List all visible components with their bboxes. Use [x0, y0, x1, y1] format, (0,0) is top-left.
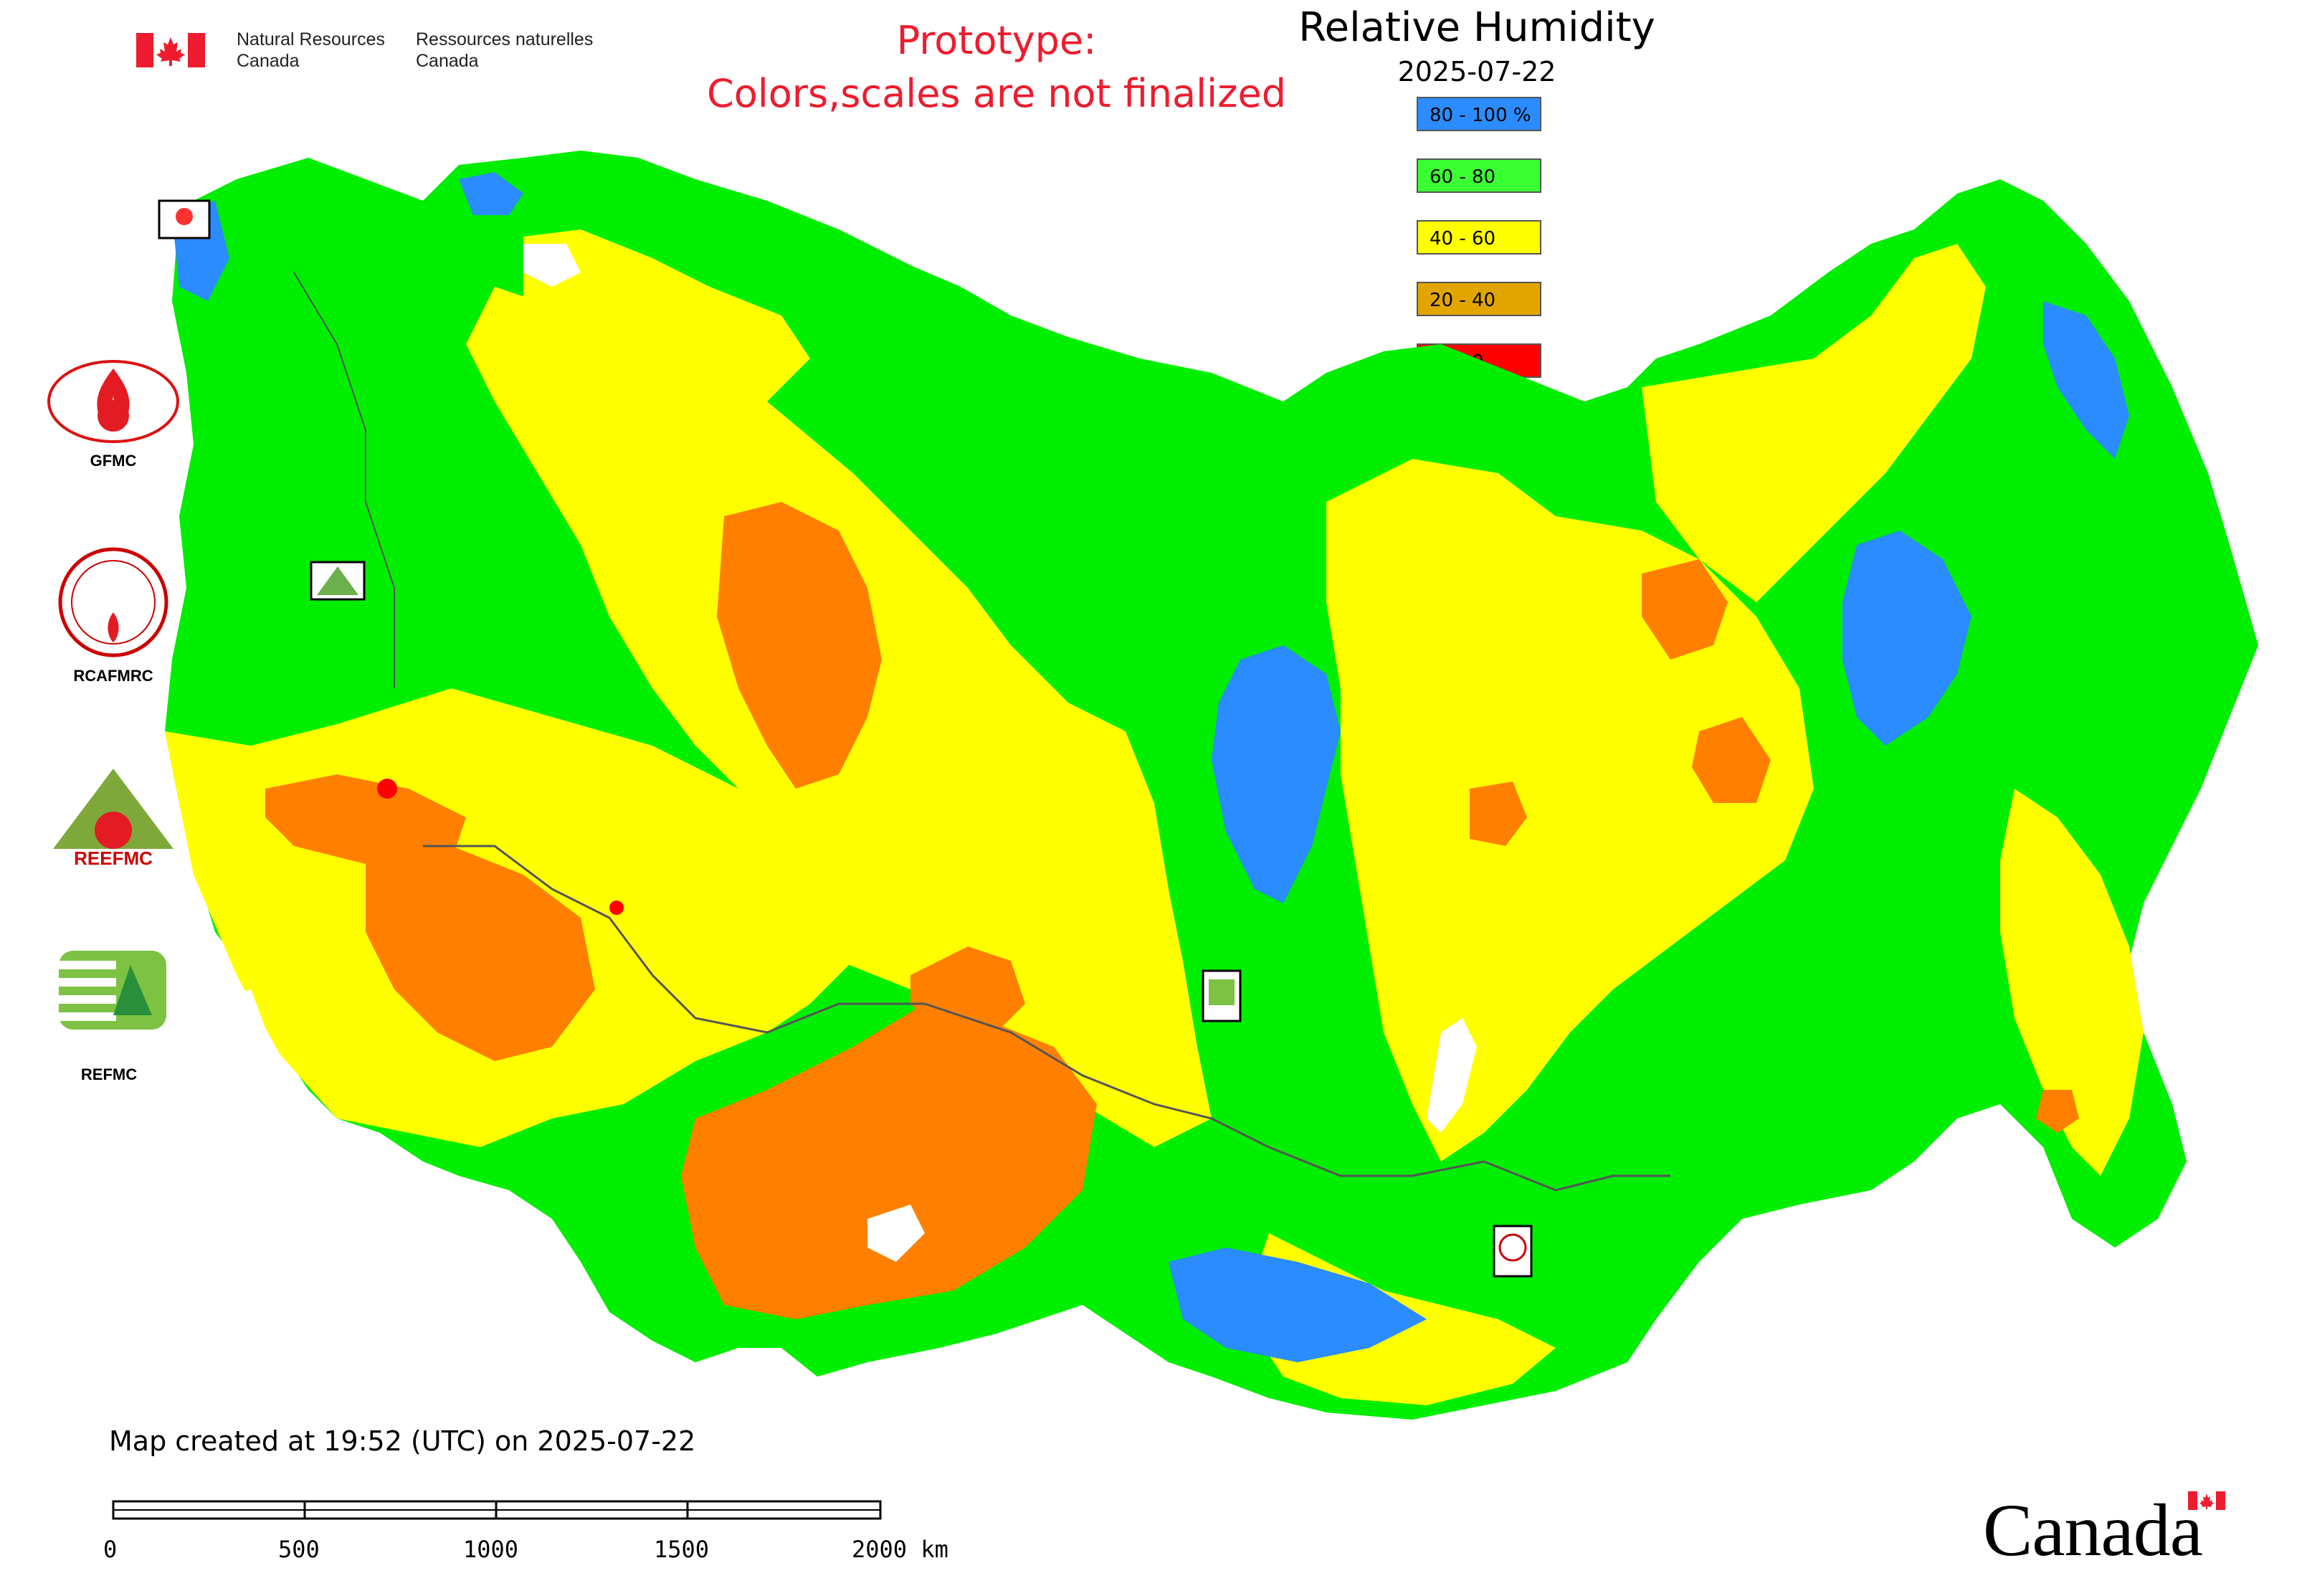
logo-gfmc: GFMC: [42, 358, 185, 473]
reefmc-logo-text: REEFMC: [74, 847, 153, 869]
logo-rcafmrc: RCAFMRC: [42, 545, 185, 688]
map-title: Relative Humidity: [1298, 4, 1655, 51]
regional-border: [293, 272, 395, 688]
humid-region-far-east: [1842, 531, 1972, 746]
caspian-sea: [201, 989, 272, 1133]
dry-region-central: [1470, 782, 1527, 846]
gfmc-logo-icon: [47, 360, 179, 443]
moderate-region-northeast: [1642, 244, 1986, 602]
moderate-region-north: [523, 229, 810, 402]
aral-sea: [867, 1205, 925, 1262]
map-marker-rcafmrc: [1493, 1225, 1533, 1278]
humid-region-mongolia: [1169, 1248, 1427, 1362]
rcafmrc-logo-icon: [58, 547, 168, 657]
white-sea: [523, 244, 581, 287]
scale-label-2000: 2000 km: [852, 1536, 948, 1563]
humid-region-kola: [459, 172, 523, 215]
scale-label-1000: 1000: [463, 1536, 519, 1563]
humid-region-kamchatka: [2043, 301, 2129, 459]
map-marker-refmc: [1202, 969, 1242, 1022]
scale-label-500: 500: [278, 1536, 320, 1563]
nrcan-signature: Natural Resources Canada Ressources natu…: [136, 27, 609, 77]
reefmc-logo-icon: REEFMC: [40, 769, 186, 869]
humid-region-siberia: [1212, 645, 1341, 903]
canada-wordmark-flag-icon: [2188, 1491, 2225, 1510]
prototype-notice: Prototype: Colors,scales are not finaliz…: [609, 14, 1384, 120]
lake-baikal: [1427, 1018, 1477, 1133]
scale-bar-graphic: [112, 1500, 882, 1520]
prototype-line-2: Colors,scales are not finalized: [707, 71, 1286, 116]
national-border: [423, 845, 1670, 1192]
signature-french: Ressources naturelles Canada: [416, 29, 594, 71]
prototype-line-1: Prototype:: [896, 18, 1097, 63]
map-created-text: Map created at 19:52 (UTC) on 2025-07-22: [109, 1425, 696, 1457]
moderate-region-kamchatka: [2000, 789, 2144, 1176]
dry-region-urals: [717, 502, 882, 789]
logo-label-gfmc: GFMC: [90, 452, 137, 470]
dry-region-kazakh-west: [366, 846, 595, 1061]
signature-english: Natural Resources Canada: [237, 29, 386, 71]
scale-bar: 0 500 1000 1500 2000 km: [103, 1500, 968, 1572]
dry-region-kazakh-east: [681, 1004, 1097, 1319]
legend-item-80-100: 80 - 100 %: [1417, 97, 1541, 131]
humidity-map: [158, 151, 2258, 1420]
legend-item-60-80: 60 - 80: [1417, 158, 1541, 193]
map-marker-reefmc: [310, 561, 366, 601]
canada-wordmark-text: Canada: [1983, 1489, 2203, 1572]
very-dry-spot-1: [377, 779, 397, 799]
very-dry-spot-2: [609, 901, 624, 915]
map-date: 2025-07-22: [1397, 56, 1556, 87]
canada-wordmark: Canada: [1983, 1491, 2227, 1570]
dry-region-yakutia: [1642, 559, 1728, 660]
dry-region-volga: [265, 774, 466, 875]
dry-region-yakutia-east: [1692, 717, 1771, 803]
logo-label-rcafmrc: RCAFMRC: [73, 667, 153, 685]
dry-region-kamchatka-south: [2036, 1090, 2079, 1133]
dry-region-central-asia: [910, 946, 1025, 1032]
map-marker-gfmc: [158, 199, 211, 239]
scale-label-1500: 1500: [654, 1536, 710, 1563]
logo-label-refmc: REFMC: [80, 1065, 138, 1083]
legend-item-20-40: 20 - 40: [1417, 282, 1541, 316]
scale-label-0: 0: [103, 1536, 118, 1563]
logo-reefmc: REEFMC: [37, 766, 189, 873]
refmc-logo-icon: [59, 951, 166, 1030]
legend-item-40-60: 40 - 60: [1417, 220, 1541, 255]
canada-flag-icon: [136, 33, 205, 67]
logo-refmc: REFMC: [44, 944, 188, 1087]
